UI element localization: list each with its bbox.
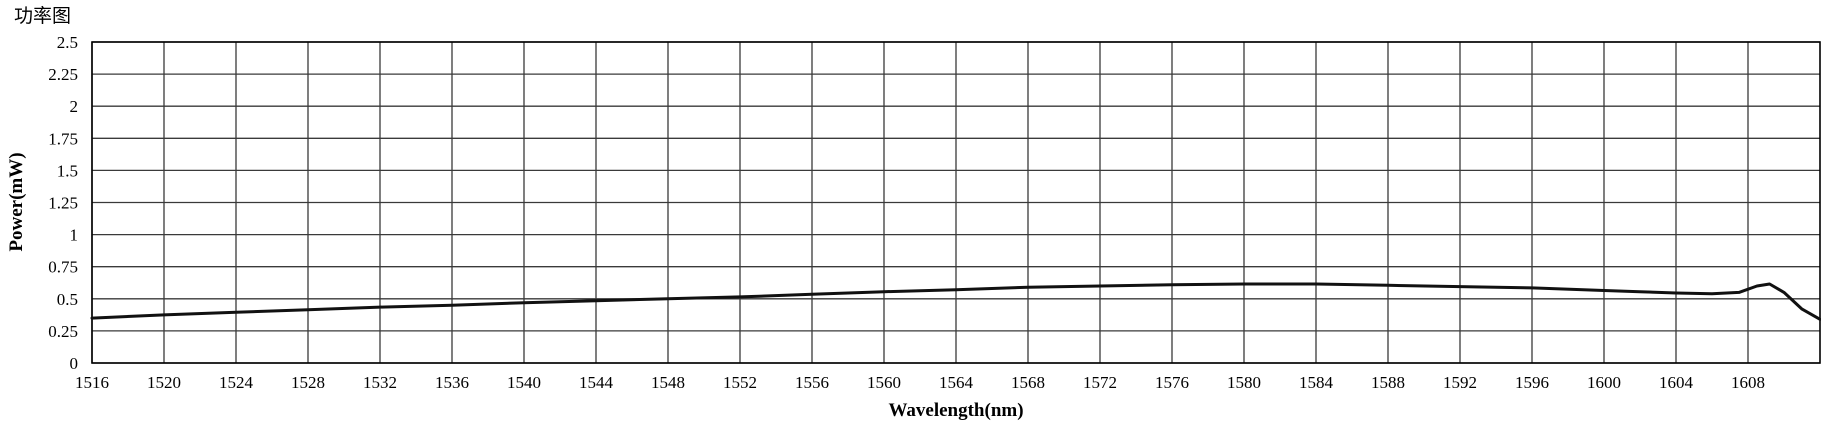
y-tick-label: 0.75 [48,258,78,277]
x-tick-label: 1604 [1659,373,1694,392]
y-tick-label: 2 [70,97,79,116]
x-tick-label: 1552 [723,373,757,392]
y-tick-label: 0 [70,354,79,373]
chart-title: 功率图 [14,5,71,27]
x-tick-label: 1576 [1155,373,1189,392]
y-tick-label: 1.25 [48,194,78,213]
x-tick-labels: 1516 1520 1524 1528 1532 1536 1540 1544 1548 1552… [75,373,1765,392]
x-axis-label: Wavelength(nm) [888,400,1023,421]
x-tick-label: 1536 [435,373,469,392]
power-series-line [90,282,1821,321]
y-tick-label: 1.5 [57,161,78,180]
y-tick-labels: 0 0.25 0.5 0.75 1 1.25 1.5 1.75 2 2.25 2.5 [48,33,78,373]
x-tick-label: 1556 [795,373,829,392]
x-tick-label: 1588 [1371,373,1405,392]
y-tick-label: 2.5 [57,33,78,52]
x-tick-label: 1568 [1011,373,1045,392]
y-tick-label: 0.25 [48,322,78,341]
x-tick-label: 1564 [939,373,974,392]
x-tick-label: 1548 [651,373,685,392]
y-tick-label: 1 [70,226,79,245]
x-tick-label: 1524 [219,373,254,392]
x-tick-label: 1520 [147,373,181,392]
x-tick-label: 1600 [1587,373,1621,392]
x-tick-label: 1516 [75,373,109,392]
x-tick-label: 1592 [1443,373,1477,392]
y-axis-label: Power(mW) [6,152,27,251]
grid [91,41,1820,364]
x-tick-label: 1528 [291,373,325,392]
x-tick-label: 1584 [1299,373,1334,392]
y-tick-label: 1.75 [48,129,78,148]
x-tick-label: 1608 [1731,373,1765,392]
x-tick-label: 1572 [1083,373,1117,392]
y-tick-label: 2.25 [48,65,78,84]
series-group [90,282,1821,321]
x-tick-label: 1580 [1227,373,1261,392]
x-tick-label: 1596 [1515,373,1549,392]
x-tick-label: 1560 [867,373,901,392]
plot-frame [91,41,1821,364]
x-tick-label: 1532 [363,373,397,392]
y-tick-label: 0.5 [57,290,78,309]
x-tick-label: 1540 [507,373,541,392]
x-tick-label: 1544 [579,373,614,392]
